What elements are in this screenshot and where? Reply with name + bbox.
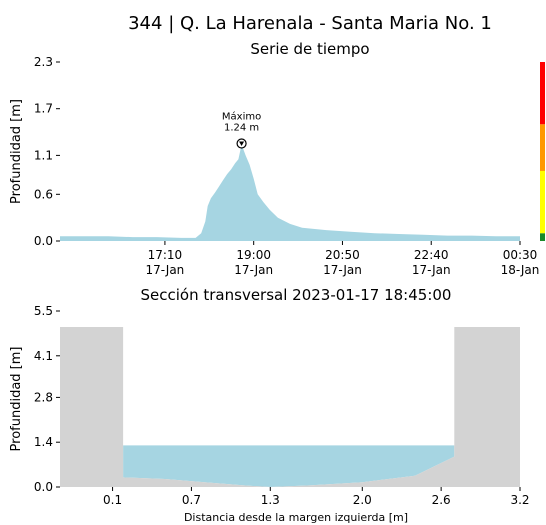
alert-band xyxy=(540,170,545,234)
time-series-panel: Serie de tiempo0.00.61.11.72.317:1017-Ja… xyxy=(9,40,545,277)
y-tick-label: 2.3 xyxy=(34,55,53,69)
ground-profile xyxy=(60,327,520,487)
max-annotation-label: Máximo xyxy=(222,110,261,122)
x-tick-label: 2.6 xyxy=(432,493,451,507)
cross-section-ylabel: Profundidad [m] xyxy=(9,347,24,452)
y-tick-label: 5.5 xyxy=(34,304,53,318)
time-series-title: Serie de tiempo xyxy=(250,40,369,58)
y-tick-label: 4.1 xyxy=(34,349,53,363)
y-tick-label: 0.0 xyxy=(34,234,53,248)
depth-series-area xyxy=(60,144,520,241)
x-tick-time-label: 19:00 xyxy=(236,248,271,262)
cross-section-title: Sección transversal 2023-01-17 18:45:00 xyxy=(141,286,452,304)
y-tick-label: 0.0 xyxy=(34,480,53,494)
alert-band xyxy=(540,233,545,241)
x-tick-label: 3.2 xyxy=(510,493,529,507)
max-marker-arrow xyxy=(239,141,245,146)
x-tick-date-label: 17-Jan xyxy=(412,263,451,277)
x-tick-date-label: 17-Jan xyxy=(234,263,273,277)
cross-section-xlabel: Distancia desde la margen izquierda [m] xyxy=(184,511,408,524)
alert-band xyxy=(540,124,545,171)
figure-title: 344 | Q. La Harenala - Santa Maria No. 1 xyxy=(128,13,492,34)
y-tick-label: 1.7 xyxy=(34,102,53,116)
water-area xyxy=(123,445,455,487)
cross-section-panel: Sección transversal 2023-01-17 18:45:00 0… xyxy=(9,286,530,524)
x-tick-date-label: 18-Jan xyxy=(501,263,540,277)
x-tick-label: 0.1 xyxy=(103,493,122,507)
x-tick-label: 1.3 xyxy=(261,493,280,507)
y-tick-label: 0.6 xyxy=(34,187,53,201)
y-tick-label: 2.8 xyxy=(34,390,53,404)
x-tick-time-label: 20:50 xyxy=(325,248,360,262)
y-tick-label: 1.1 xyxy=(34,148,53,162)
x-tick-time-label: 17:10 xyxy=(148,248,183,262)
x-tick-label: 2.0 xyxy=(353,493,372,507)
y-tick-label: 1.4 xyxy=(34,435,53,449)
time-series-ylabel: Profundidad [m] xyxy=(9,99,24,204)
x-tick-time-label: 00:30 xyxy=(503,248,538,262)
x-tick-time-label: 22:40 xyxy=(414,248,449,262)
x-tick-date-label: 17-Jan xyxy=(323,263,362,277)
alert-band xyxy=(540,62,545,125)
x-tick-date-label: 17-Jan xyxy=(146,263,185,277)
x-tick-label: 0.7 xyxy=(182,493,201,507)
max-annotation-value: 1.24 m xyxy=(224,122,259,133)
